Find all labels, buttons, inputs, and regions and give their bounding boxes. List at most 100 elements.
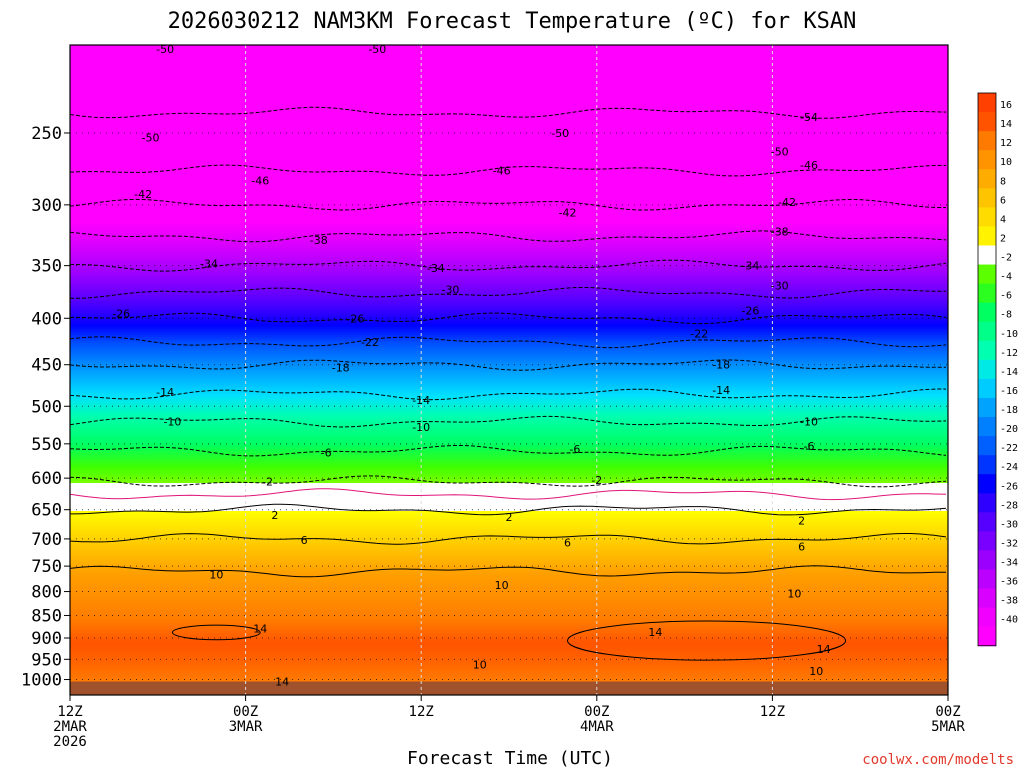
temperature-band [70,187,948,190]
temperature-band [70,511,948,514]
colorbar-label: -30 [1000,519,1018,530]
isotherm-line [70,415,947,428]
temperature-band [70,337,948,340]
temperature-band [70,419,948,422]
pressure-tick-label: 750 [31,557,62,577]
temperature-band [70,523,948,526]
temperature-band [70,51,948,54]
isotherm-line [70,445,947,457]
colorbar-label: -4 [1000,272,1012,283]
temperature-band [70,491,948,494]
temperature-band [70,249,948,252]
colorbar-label: 8 [1000,176,1006,187]
temperature-band [70,401,948,404]
temperature-band [70,571,948,574]
temperature-band [70,165,948,168]
isotherm-line [70,503,947,516]
temperature-band [70,537,948,540]
temperature-band [70,93,948,96]
colorbar-label: 12 [1000,138,1012,149]
colorbar-label: 2 [1000,233,1006,244]
temperature-band [70,411,948,414]
time-tick-label: 00Z [233,704,258,720]
temperature-band [70,83,948,86]
isotherm-line [70,164,946,177]
colorbar-label: 16 [1000,100,1012,111]
pressure-tick-label: 350 [31,257,62,277]
temperature-band [70,457,948,460]
colorbar-label: 6 [1000,195,1006,206]
time-tick-label: 5MAR [931,719,965,735]
plot-frame [69,44,949,696]
colorbar-swatch [978,93,996,113]
isotherm-line [70,230,947,243]
temperature-band [70,479,948,482]
temperature-band [70,241,948,244]
colorbar-swatch [978,131,996,151]
isotherm-label: -22 [361,336,379,349]
temperature-band [70,409,948,412]
temperature-band [70,135,948,138]
temperature-band [70,659,948,662]
temperature-band [70,203,948,206]
temperature-band [70,671,948,674]
temperature-band [70,313,948,316]
temperature-band [70,167,948,170]
colorbar-label: -40 [1000,615,1018,626]
isotherm-line [70,198,947,211]
temperature-band [70,665,948,668]
temperature-band [70,587,948,590]
temperature-band [70,137,948,140]
temperature-band [70,383,948,386]
temperature-band [70,259,948,262]
pressure-tick-label: 550 [31,435,62,455]
temperature-band [70,611,948,614]
temperature-band [70,649,948,652]
temperature-band [70,245,948,248]
temperature-band [70,77,948,80]
pressure-tick-label: 900 [31,629,62,649]
temperature-band [70,557,948,560]
colorbar-swatch [978,169,996,189]
ground-layer [70,681,948,695]
colorbar-swatch [978,112,996,132]
isotherm-label: -38 [771,226,789,239]
colorbar-label: -12 [1000,348,1018,359]
temperature-band [70,175,948,178]
time-tick-label: 12Z [760,704,785,720]
temperature-band [70,577,948,580]
isotherm-line [171,624,261,641]
temperature-band [70,305,948,308]
temperature-band [70,549,948,552]
temperature-band [70,533,948,536]
temperature-band [70,615,948,618]
temperature-band [70,195,948,198]
pressure-tick-label: 700 [31,530,62,550]
colorbar-swatch [978,150,996,170]
colorbar: 16 14 12 10 8 6 4 2 -2 -4 -6 -8 -10 -12 -14 -16 -18 -20 -2… [977,92,1018,647]
isotherm-label: -14 [412,394,430,407]
temperature-band [70,453,948,456]
isotherm-label: -50 [368,43,386,56]
temperature-band [70,359,948,362]
temperature-band [70,163,948,166]
temperature-band [70,213,948,216]
temperature-band [70,609,948,612]
temperature-band [70,331,948,334]
temperature-band [70,483,948,486]
x-axis-label: Forecast Time (UTC) [407,748,613,768]
temperature-band [70,285,948,288]
temperature-band [70,55,948,58]
temperature-band [70,529,948,532]
temperature-band [70,349,948,352]
temperature-band [70,193,948,196]
temperature-band [70,291,948,294]
colorbar-swatch [978,359,996,380]
temperature-band [70,301,948,304]
temperature-band [70,189,948,192]
colorbar-swatch [978,321,996,342]
temperature-band [70,429,948,432]
temperature-band [70,131,948,134]
temperature-band [70,155,948,158]
